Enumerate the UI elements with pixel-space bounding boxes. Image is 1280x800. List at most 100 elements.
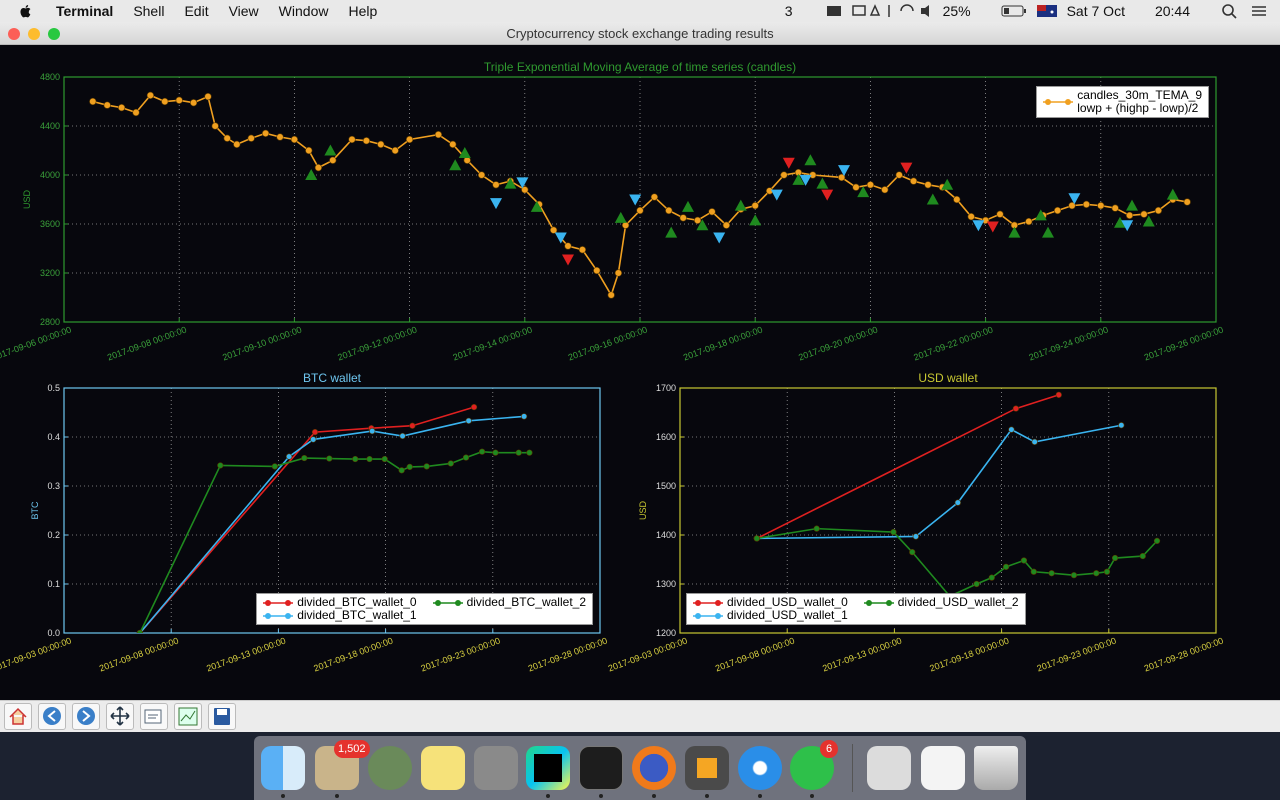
y-tick-label: 2800 — [40, 317, 60, 327]
sell-marker — [516, 177, 529, 189]
legend-entry: divided_USD_wallet_2 — [863, 596, 1019, 609]
point — [1082, 200, 1090, 208]
app-menu[interactable]: Terminal — [56, 3, 114, 19]
y-tick-label: 0.3 — [47, 481, 60, 491]
notes-icon[interactable] — [421, 746, 465, 790]
point — [1097, 202, 1105, 210]
point — [578, 246, 587, 254]
subplots-button[interactable] — [174, 703, 202, 730]
downloads-stack[interactable] — [867, 746, 911, 790]
point — [852, 183, 860, 191]
point — [650, 193, 659, 201]
point — [1125, 211, 1134, 220]
terminal-icon[interactable] — [579, 746, 623, 790]
menu-item[interactable]: Edit — [184, 3, 209, 19]
legend-entry: divided_USD_wallet_0 — [693, 596, 848, 609]
documents-stack[interactable] — [921, 746, 965, 790]
chart-title: USD wallet — [918, 371, 978, 385]
finder-icon[interactable] — [261, 746, 305, 790]
point — [329, 156, 337, 164]
running-indicator — [546, 794, 550, 798]
point — [399, 432, 406, 440]
menu-item[interactable]: Shell — [133, 3, 165, 19]
point — [520, 413, 528, 420]
point — [478, 448, 486, 455]
axes: USD wallet USD 1200 1300 1400 1500 1600 1700 201… — [607, 371, 1225, 673]
globe-icon[interactable] — [368, 746, 412, 790]
point — [311, 429, 319, 436]
point — [233, 140, 241, 148]
buy-marker — [305, 169, 318, 180]
buy-marker — [1126, 199, 1138, 211]
calculator-icon[interactable] — [474, 746, 518, 790]
clock-time[interactable]: 20:44 — [1154, 3, 1190, 19]
sell-marker — [1121, 220, 1134, 232]
sublime-icon[interactable] — [685, 746, 729, 790]
buy-marker — [696, 219, 709, 231]
point — [492, 181, 500, 189]
point — [103, 101, 111, 109]
point — [665, 206, 673, 215]
zoom-button[interactable] — [48, 28, 60, 40]
x-tick-label: 2017-09-08 00:00:00 — [106, 324, 188, 362]
point — [909, 177, 918, 185]
trash-icon[interactable] — [974, 746, 1018, 790]
point — [447, 460, 454, 467]
pan-button[interactable] — [106, 703, 134, 730]
buy-marker — [857, 186, 870, 198]
back-button[interactable] — [38, 703, 66, 730]
y-tick-label: 1200 — [656, 628, 676, 638]
point — [391, 146, 399, 155]
point — [912, 533, 919, 540]
minimize-button[interactable] — [28, 28, 40, 40]
buy-marker — [665, 226, 678, 238]
point — [262, 129, 270, 137]
search-and-notifications[interactable] — [1220, 3, 1270, 19]
running-indicator — [810, 794, 814, 798]
menu-item[interactable]: Help — [348, 3, 378, 19]
point — [136, 629, 144, 633]
sell-marker — [629, 194, 642, 206]
close-button[interactable] — [8, 28, 20, 40]
pycharm-icon[interactable] — [526, 746, 570, 790]
forward-button[interactable] — [72, 703, 100, 730]
safari-icon[interactable] — [738, 746, 782, 790]
legend-swatch — [263, 612, 294, 619]
firefox-icon[interactable] — [632, 746, 676, 790]
x-tick-label: 2017-09-28 00:00:00 — [527, 635, 609, 673]
point — [465, 417, 472, 424]
clock-date[interactable]: Sat 7 Oct — [1066, 3, 1125, 19]
menu-bar: Terminal Shell Edit View Window Help 3 2… — [0, 0, 1280, 22]
point — [211, 122, 219, 130]
point — [204, 92, 212, 101]
apple-menu[interactable] — [18, 3, 34, 19]
point — [1025, 217, 1033, 226]
running-indicator — [652, 794, 656, 798]
save-button[interactable] — [208, 703, 236, 730]
sell-marker — [986, 221, 999, 233]
sell-marker — [782, 157, 795, 169]
point — [362, 137, 371, 145]
plot-toolbar — [0, 700, 1280, 732]
x-tick-label: 2017-09-03 00:00:00 — [0, 635, 73, 673]
input-source-flag[interactable] — [1036, 5, 1057, 17]
chart-title: BTC wallet — [303, 371, 362, 385]
menu-item[interactable]: Window — [278, 3, 329, 19]
series-layer — [136, 404, 533, 633]
series-layer — [89, 91, 1191, 299]
home-button[interactable] — [4, 703, 32, 730]
legend-swatch — [432, 599, 463, 606]
series-line — [756, 394, 1060, 540]
buy-marker — [941, 178, 954, 190]
window-title: Cryptocurrency stock exchange trading re… — [506, 26, 774, 41]
x-tick-label: 2017-09-06 00:00:00 — [0, 324, 73, 362]
battery-level[interactable]: 25% — [942, 3, 971, 19]
sell-marker — [554, 232, 567, 244]
display-count[interactable]: 3 — [784, 3, 793, 19]
legend-swatch — [1043, 99, 1074, 105]
menu-item[interactable]: View — [228, 3, 259, 19]
y-axis-label: BTC — [30, 501, 40, 520]
point — [813, 525, 820, 532]
buy-marker — [804, 154, 817, 166]
zoom-button[interactable] — [140, 703, 168, 730]
